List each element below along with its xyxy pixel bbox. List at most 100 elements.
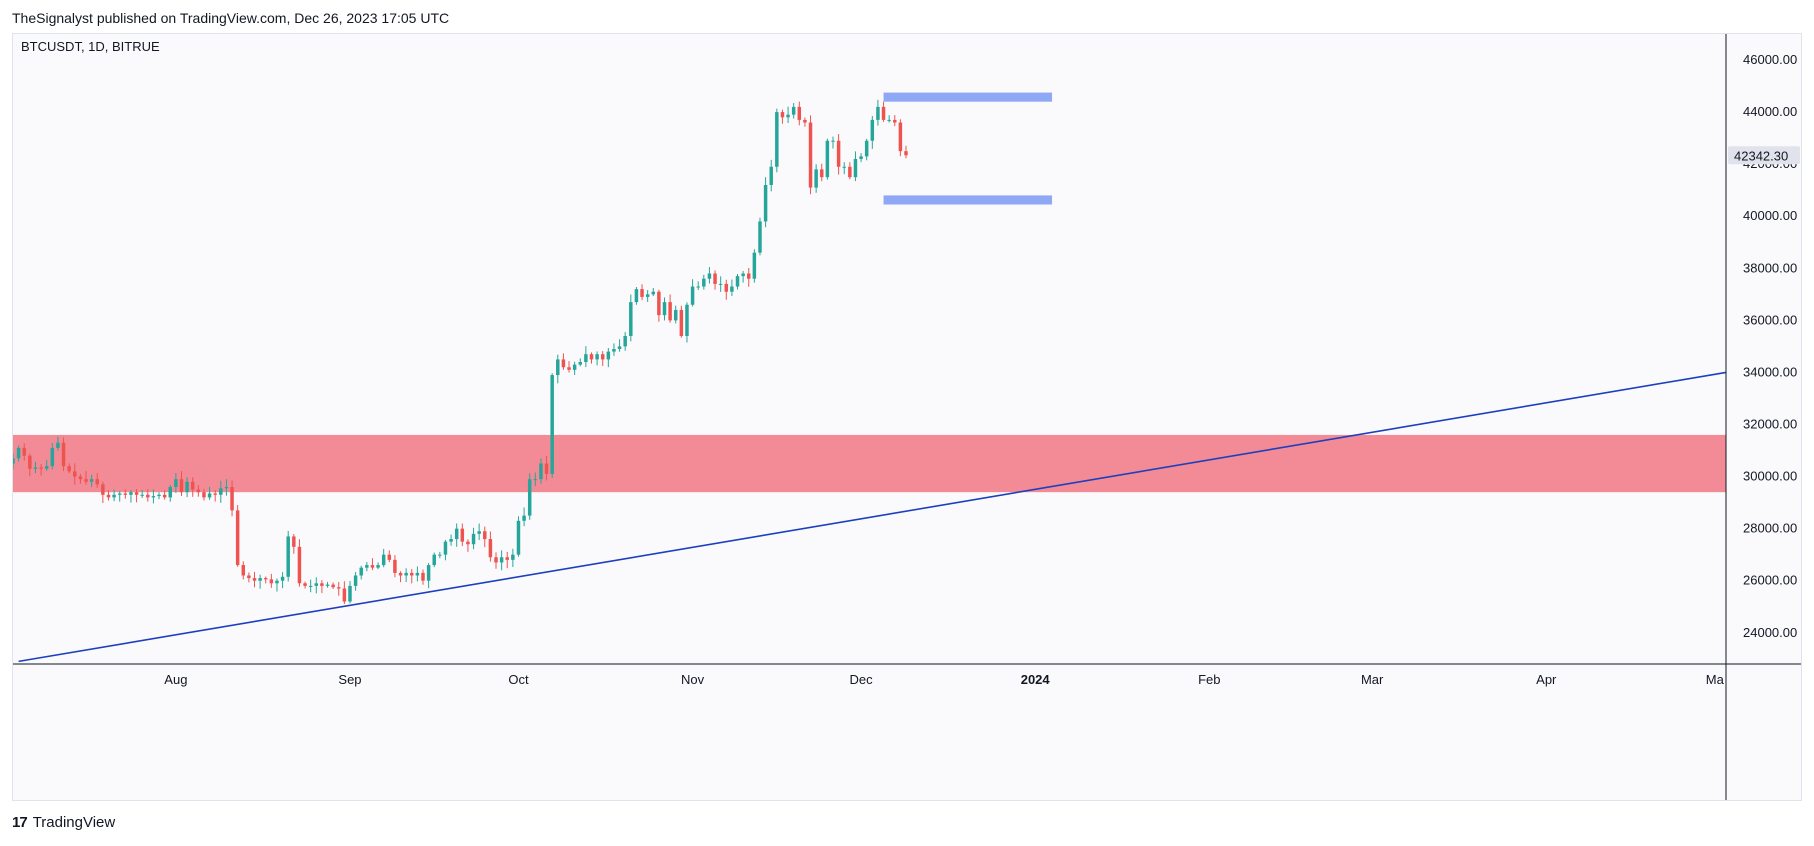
candle-body[interactable] xyxy=(488,539,493,558)
candle-body[interactable] xyxy=(887,119,891,121)
candle-body[interactable] xyxy=(825,140,830,178)
candle-body[interactable] xyxy=(247,575,251,579)
candle-body[interactable] xyxy=(505,557,509,560)
candle-body[interactable] xyxy=(331,584,335,588)
candle-body[interactable] xyxy=(803,119,807,123)
candle-body[interactable] xyxy=(28,455,32,469)
candle-body[interactable] xyxy=(320,583,324,586)
candle-body[interactable] xyxy=(550,375,554,474)
candle-body[interactable] xyxy=(460,528,465,542)
candle-body[interactable] xyxy=(258,578,262,581)
candle-body[interactable] xyxy=(78,476,83,480)
candle-body[interactable] xyxy=(280,576,285,581)
candle-body[interactable] xyxy=(713,273,717,284)
candle-body[interactable] xyxy=(308,585,313,587)
candle-body[interactable] xyxy=(67,466,71,472)
candlestick-chart[interactable]: 24000.00 26000.00 28000.00 30000.00 32000.00… xyxy=(13,34,1801,800)
candle-body[interactable] xyxy=(556,359,560,376)
candle-body[interactable] xyxy=(157,494,161,497)
candle-body[interactable] xyxy=(797,106,802,120)
chart-frame[interactable]: 24000.00 26000.00 28000.00 30000.00 32000.00… xyxy=(12,33,1802,801)
candle-body[interactable] xyxy=(702,278,706,287)
candle-body[interactable] xyxy=(449,539,453,542)
candle-body[interactable] xyxy=(432,554,436,566)
candle-body[interactable] xyxy=(685,304,689,336)
candle-body[interactable] xyxy=(89,479,94,482)
candle-body[interactable] xyxy=(769,166,773,185)
candle-body[interactable] xyxy=(123,493,128,495)
candle-body[interactable] xyxy=(410,572,414,576)
candle-body[interactable] xyxy=(673,309,678,321)
candle-body[interactable] xyxy=(404,572,408,576)
candle-body[interactable] xyxy=(376,565,380,568)
candle-body[interactable] xyxy=(314,583,319,586)
candle-body[interactable] xyxy=(303,583,307,586)
candle-body[interactable] xyxy=(415,572,420,576)
range-top-band[interactable] xyxy=(883,92,1053,102)
candle-body[interactable] xyxy=(848,166,852,178)
candle-body[interactable] xyxy=(864,140,869,157)
candle-body[interactable] xyxy=(106,494,111,498)
candle-body[interactable] xyxy=(235,510,240,566)
candle-body[interactable] xyxy=(595,354,599,360)
candle-body[interactable] xyxy=(533,479,538,481)
candle-body[interactable] xyxy=(56,442,60,448)
candle-body[interactable] xyxy=(808,122,813,188)
candle-body[interactable] xyxy=(13,458,15,464)
candle-body[interactable] xyxy=(269,579,274,584)
candle-body[interactable] xyxy=(516,520,521,555)
candle-body[interactable] xyxy=(73,471,77,477)
candle-body[interactable] xyxy=(443,541,448,555)
candle-body[interactable] xyxy=(101,484,105,495)
candle-body[interactable] xyxy=(263,578,268,580)
candle-body[interactable] xyxy=(174,479,178,487)
candle-body[interactable] xyxy=(50,447,55,467)
candle-body[interactable] xyxy=(831,140,835,142)
candle-body[interactable] xyxy=(337,587,341,589)
candle-body[interactable] xyxy=(747,273,751,279)
candle-body[interactable] xyxy=(483,531,487,540)
candle-body[interactable] xyxy=(640,289,644,297)
candle-body[interactable] xyxy=(471,533,476,545)
candle-body[interactable] xyxy=(275,580,279,584)
candle-body[interactable] xyxy=(679,309,684,336)
candle-body[interactable] xyxy=(651,291,656,295)
candle-body[interactable] xyxy=(348,585,352,602)
candle-body[interactable] xyxy=(381,554,386,566)
candle-body[interactable] xyxy=(494,557,498,563)
range-bottom-band[interactable] xyxy=(883,195,1053,205)
candle-body[interactable] xyxy=(853,158,858,178)
candle-body[interactable] xyxy=(842,166,846,168)
candle-body[interactable] xyxy=(657,291,661,316)
candle-body[interactable] xyxy=(578,362,582,365)
candle-body[interactable] xyxy=(898,122,903,152)
candle-body[interactable] xyxy=(207,493,212,498)
candle-body[interactable] xyxy=(600,354,605,360)
candle-body[interactable] xyxy=(117,493,122,495)
candle-body[interactable] xyxy=(606,351,611,360)
candle-body[interactable] xyxy=(544,463,549,474)
candle-body[interactable] xyxy=(539,463,543,480)
candle-body[interactable] xyxy=(421,572,425,581)
candle-body[interactable] xyxy=(466,541,470,545)
candle-body[interactable] xyxy=(690,286,695,305)
candle-body[interactable] xyxy=(146,494,150,498)
candle-body[interactable] xyxy=(477,531,481,534)
candle-body[interactable] xyxy=(219,488,223,495)
candle-body[interactable] xyxy=(325,584,330,586)
trendline[interactable] xyxy=(18,371,1727,663)
candle-body[interactable] xyxy=(741,273,745,277)
candle-body[interactable] xyxy=(752,252,757,279)
candle-body[interactable] xyxy=(162,494,167,498)
candle-body[interactable] xyxy=(572,364,577,370)
candle-body[interactable] xyxy=(292,536,296,547)
candle-body[interactable] xyxy=(33,467,38,469)
candle-body[interactable] xyxy=(662,302,667,316)
candle-body[interactable] xyxy=(190,481,195,490)
candle-body[interactable] xyxy=(438,554,442,556)
candle-body[interactable] xyxy=(584,354,588,363)
candle-body[interactable] xyxy=(393,559,397,573)
candle-body[interactable] xyxy=(645,294,650,297)
candle-body[interactable] xyxy=(876,106,880,120)
tradingview-brand[interactable]: 17 TradingView xyxy=(12,814,115,831)
